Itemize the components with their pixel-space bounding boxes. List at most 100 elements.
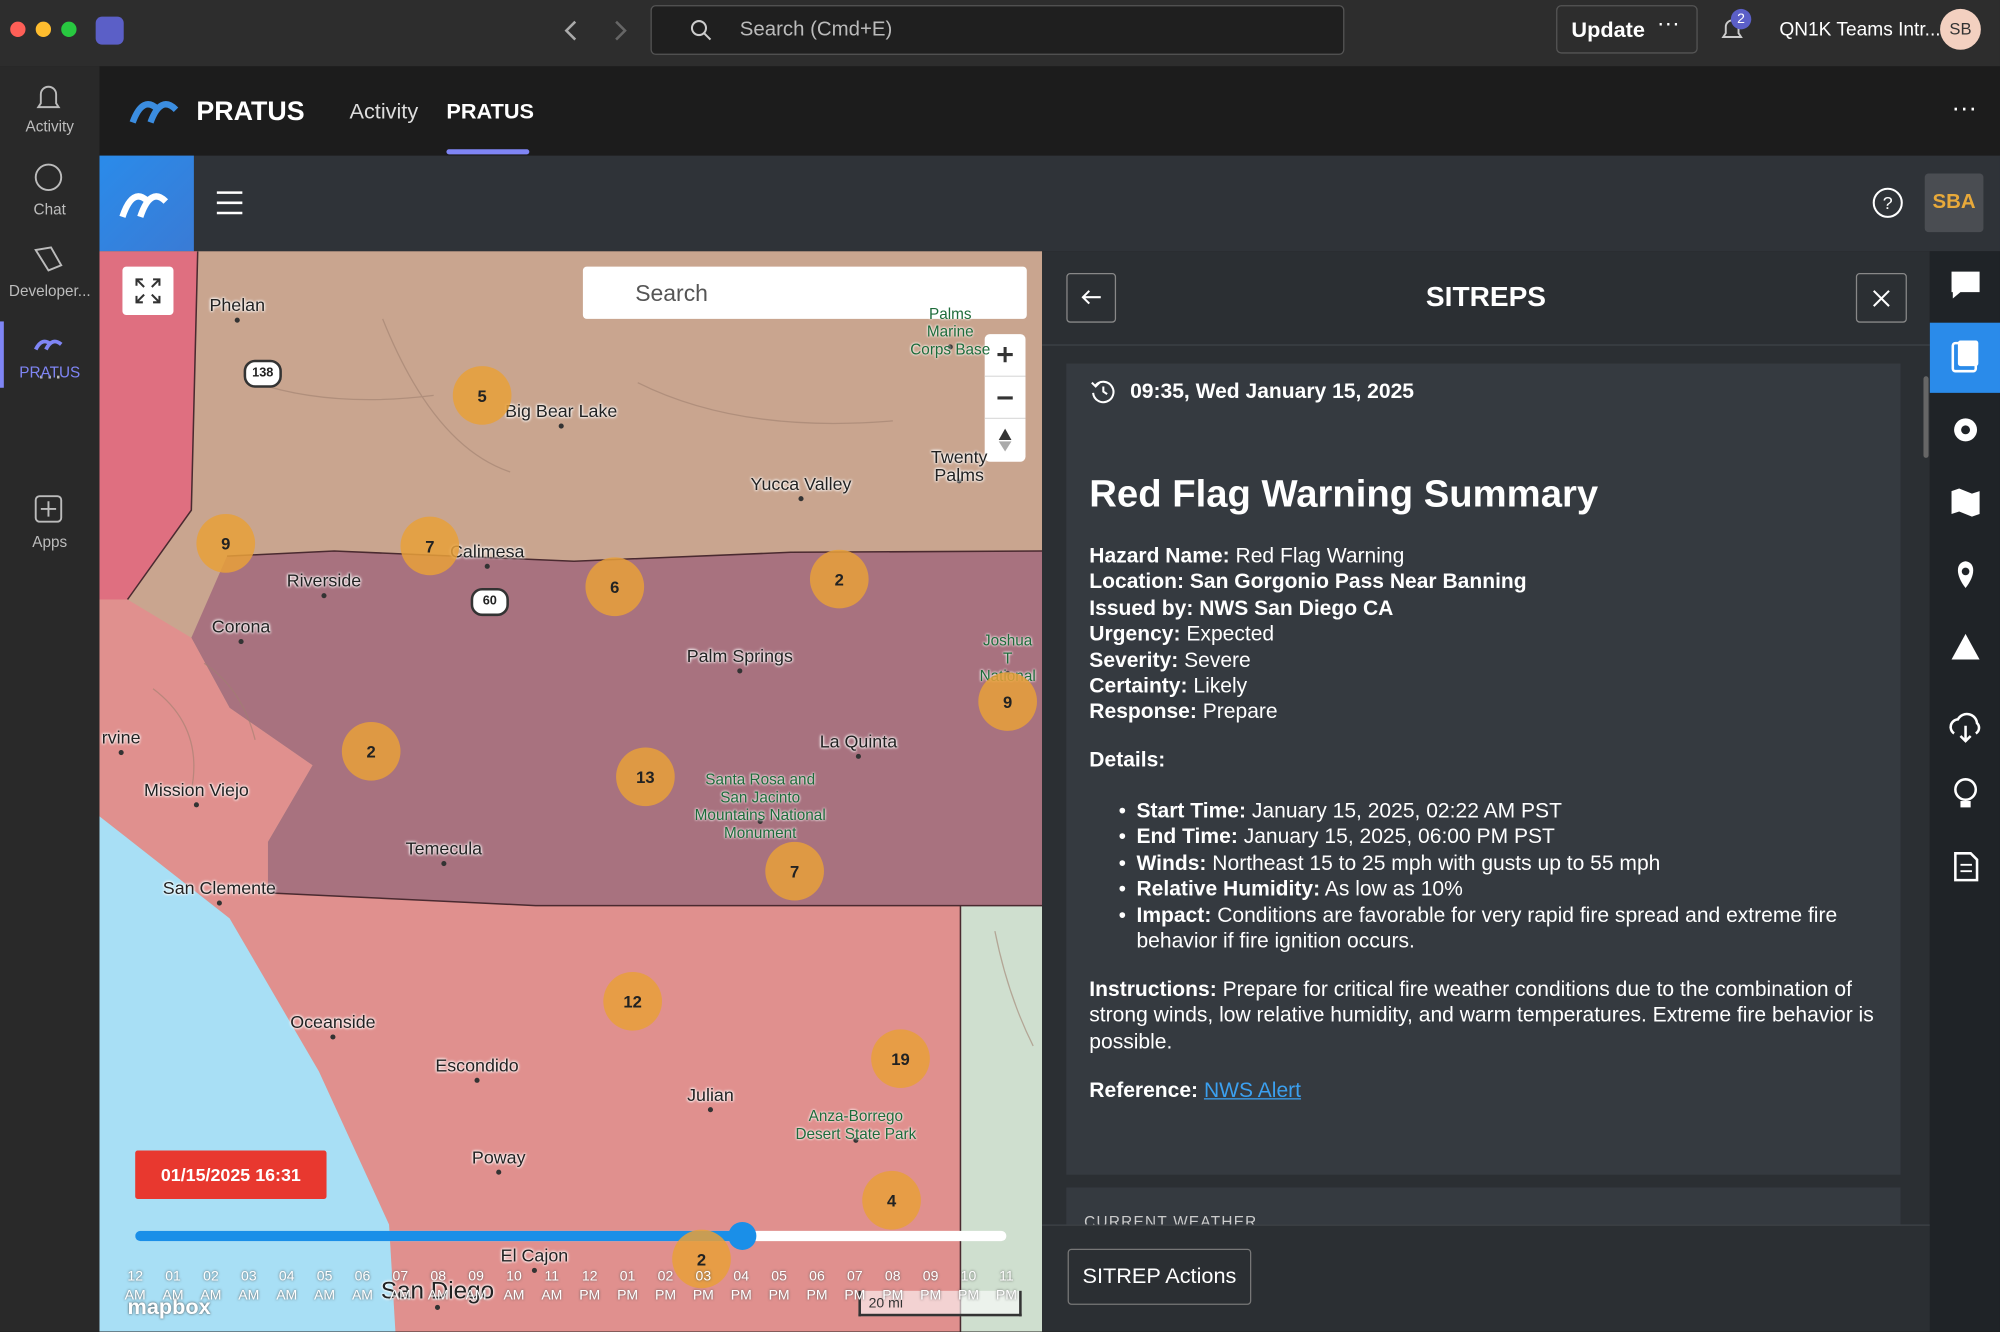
place-label: Poway: [471, 1146, 526, 1168]
tick-period: AM: [427, 1288, 449, 1304]
sitrep-card: [1066, 363, 1901, 1175]
instructions: Instructions: Prepare for critical fire …: [1089, 977, 1880, 1055]
field-row: Location: San Gorgonio Pass Near Banning: [1089, 571, 1526, 595]
cluster[interactable]: 4: [862, 1170, 921, 1230]
reference-label: Reference:: [1089, 1079, 1199, 1103]
timeline-tick: 03 AM: [231, 1268, 267, 1306]
timeline-knob[interactable]: [728, 1221, 757, 1250]
rail-more[interactable]: ···: [36, 362, 63, 391]
update-button[interactable]: Update ···: [1556, 5, 1698, 54]
history-icon: [1091, 380, 1115, 404]
search-box[interactable]: Search (Cmd+E): [650, 5, 1345, 55]
tick-period: PM: [844, 1288, 866, 1304]
tick-hour: 08: [884, 1269, 901, 1285]
cluster[interactable]: 12: [603, 971, 662, 1031]
help-icon[interactable]: ?: [1871, 186, 1904, 219]
timeline-tick: 09 AM: [458, 1268, 494, 1306]
tick-period: PM: [579, 1288, 601, 1304]
rail-label[interactable]: Developer...: [8, 281, 91, 300]
cluster[interactable]: 2: [809, 549, 869, 609]
place-label: Escondido: [435, 1054, 519, 1076]
teams-logo: [95, 16, 124, 45]
search-icon: [690, 20, 712, 41]
timeline-tick: 07 PM: [837, 1268, 873, 1306]
details-heading: Details:: [1089, 748, 1166, 772]
rail-label[interactable]: Chat: [33, 200, 66, 219]
timeline-tick: 06 AM: [345, 1268, 381, 1306]
place-label: Twenty Palms: [930, 446, 988, 485]
tool-icons[interactable]: [1930, 251, 2000, 889]
cluster[interactable]: 9: [196, 514, 256, 573]
nav-arrows[interactable]: [559, 18, 636, 44]
mapbox-logo: mapbox: [127, 1294, 211, 1319]
field-label: Severity:: [1089, 648, 1179, 672]
cluster[interactable]: 9: [978, 672, 1037, 731]
rail-label[interactable]: Apps: [32, 533, 68, 552]
place-label: San Clemente: [162, 877, 276, 898]
hamburger[interactable]: [214, 189, 245, 217]
reference-link[interactable]: NWS Alert: [1203, 1079, 1302, 1103]
user-badge[interactable]: SBA: [1924, 173, 1984, 233]
place-label: San Diego: [380, 1278, 495, 1305]
rail-label[interactable]: PRATUS: [19, 363, 81, 382]
timeline-tick: 08 AM: [420, 1268, 456, 1306]
field-value: NWS San Diego CA: [1199, 596, 1394, 620]
dot: [484, 563, 490, 569]
dot: [238, 639, 244, 645]
close-button[interactable]: [1855, 272, 1907, 323]
divider: [1042, 344, 1930, 346]
tick-period: AM: [200, 1288, 222, 1304]
left-rail: [0, 66, 100, 1332]
max-dot[interactable]: [61, 21, 77, 37]
min-dot[interactable]: [35, 21, 52, 37]
cluster[interactable]: 13: [616, 747, 675, 807]
map-search[interactable]: Search: [582, 266, 1027, 319]
tab[interactable]: Activity: [349, 99, 419, 124]
tick-period: AM: [124, 1288, 146, 1304]
tick-hour: 07: [847, 1269, 863, 1285]
cluster[interactable]: 2: [341, 721, 401, 781]
tick-hour: 06: [354, 1269, 371, 1285]
cluster[interactable]: 6: [585, 557, 645, 617]
scrollbar[interactable]: [1923, 376, 1929, 458]
actions-button[interactable]: SITREP Actions: [1067, 1248, 1252, 1305]
cluster[interactable]: 7: [765, 841, 824, 901]
toolbar: [99, 155, 2000, 252]
timeline-tick: 11 AM: [534, 1268, 570, 1306]
rail-icons: [0, 85, 63, 523]
cluster[interactable]: 19: [871, 1029, 930, 1089]
timeline-tick: 12 AM: [117, 1268, 153, 1306]
field-row: Urgency: Expected: [1089, 623, 1274, 647]
close-dot[interactable]: [10, 21, 26, 37]
tick-hour: 09: [468, 1269, 484, 1285]
dot: [234, 317, 240, 323]
field-value: Likely: [1193, 674, 1248, 698]
place-label: Santa Rosa and San Jacinto Mountains Nat…: [694, 770, 826, 842]
panel-title: SITREPS: [1425, 280, 1547, 313]
zoom-icons[interactable]: [984, 334, 1026, 462]
tab-active[interactable]: PRATUS: [446, 99, 534, 124]
dot: [496, 1169, 502, 1175]
map[interactable]: Search 01/15/2025 16:31 mapbox 20 mi Phe…: [99, 251, 1043, 1332]
place-label: Calimesa: [450, 540, 525, 562]
zoom-controls: [984, 334, 1026, 462]
more-dots: ···: [1656, 10, 1680, 36]
back-button[interactable]: [1066, 272, 1117, 323]
sitrep-heading: Red Flag Warning Summary: [1089, 473, 1599, 516]
cluster[interactable]: 2: [672, 1229, 731, 1289]
cluster[interactable]: 7: [400, 516, 460, 576]
tick-period: AM: [465, 1288, 487, 1304]
rail-label[interactable]: Activity: [25, 117, 74, 136]
place-label: Palm Springs: [686, 645, 793, 666]
tick-hour: 07: [392, 1269, 409, 1285]
instructions-text: Prepare for critical fire weather condit…: [1089, 978, 1874, 1054]
header-more[interactable]: ···: [1951, 94, 1978, 123]
fullscreen-icon: [135, 278, 161, 304]
cluster[interactable]: 5: [452, 366, 512, 425]
place-label: Anza-Borrego Desert State Park: [795, 1107, 917, 1143]
fullscreen-button[interactable]: [122, 266, 174, 316]
tick-period: AM: [389, 1288, 411, 1304]
avatar[interactable]: SB: [1940, 8, 1981, 50]
account-name: QN1K Teams Intr...: [1779, 19, 1941, 41]
